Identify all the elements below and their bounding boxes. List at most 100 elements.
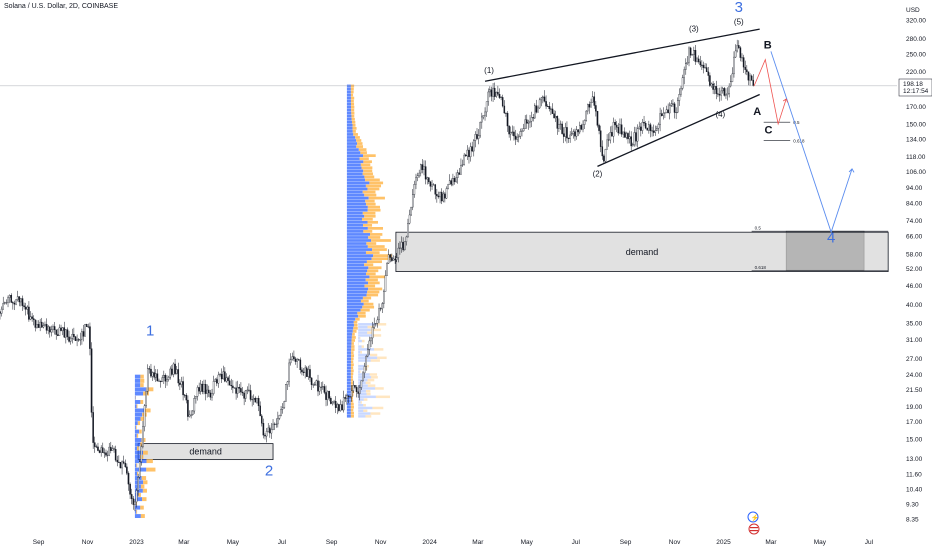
- candle-body: [164, 374, 167, 382]
- candle-body: [715, 86, 718, 94]
- volume-bar-up: [358, 350, 361, 354]
- volume-bar-down: [365, 389, 371, 393]
- candle-body: [651, 130, 653, 132]
- candle-body: [50, 329, 53, 333]
- candle-body: [0, 308, 3, 314]
- volume-bar-up: [346, 387, 351, 391]
- volume-bar-down: [350, 399, 354, 403]
- candle-body: [627, 133, 629, 140]
- candle-body: [262, 423, 265, 436]
- candle-body: [468, 149, 470, 158]
- volume-bar-up: [134, 391, 144, 396]
- candle-body: [617, 127, 620, 134]
- volume-bar-up: [346, 269, 368, 273]
- volume-bar-up: [346, 199, 366, 203]
- candle-body: [713, 86, 716, 90]
- time-tick-label: Nov: [82, 539, 94, 546]
- candle-body: [548, 106, 551, 110]
- candle-body: [440, 191, 443, 202]
- candle-body: [362, 372, 364, 381]
- volume-bar-down: [356, 139, 362, 142]
- volume-bar-up: [358, 331, 368, 334]
- candle-body: [270, 429, 273, 434]
- red-projection-path[interactable]: [753, 58, 787, 126]
- volume-bar-down: [350, 372, 354, 376]
- price-tick-label: 35.00: [906, 320, 923, 327]
- volume-bar-up: [346, 108, 352, 112]
- candle-body: [429, 181, 432, 187]
- candle-body: [352, 385, 355, 391]
- time-tick-label: Nov: [669, 539, 681, 546]
- candle-body: [166, 379, 168, 382]
- volume-bar-up: [346, 111, 352, 115]
- candle-body: [660, 113, 663, 116]
- us-flag-icon[interactable]: [748, 523, 760, 535]
- volume-bar-down: [351, 357, 354, 361]
- wave-label-black: A: [753, 106, 761, 118]
- candle-body: [103, 452, 106, 454]
- candle-body: [479, 121, 481, 137]
- volume-bar-down: [355, 317, 360, 321]
- candle-body: [534, 105, 536, 119]
- demand-zone-label: demand: [189, 447, 222, 457]
- volume-bar-up: [346, 227, 368, 230]
- volume-bar-up: [358, 395, 376, 399]
- volume-bar-down: [367, 227, 384, 230]
- candle-body: [126, 466, 128, 474]
- candle-body: [654, 130, 657, 133]
- volume-bar-down: [350, 90, 354, 94]
- volume-bar-down: [350, 414, 354, 418]
- time-axis[interactable]: Sep Nov 2023 Mar May Jul Sep Nov 2024 Mar May Jul Se…: [33, 539, 874, 546]
- candle-body: [670, 103, 673, 106]
- candle-body: [113, 448, 115, 450]
- volume-bar-down: [367, 208, 381, 212]
- candle-body: [20, 298, 22, 303]
- candle-body: [188, 414, 191, 417]
- candle-body: [428, 177, 430, 183]
- event-icons[interactable]: ⚡: [747, 511, 760, 535]
- volume-bar-down: [136, 509, 138, 514]
- volume-bar-down: [351, 354, 355, 357]
- volume-bar-down: [350, 405, 354, 409]
- price-axis[interactable]: 8.35 9.30 10.40 11.60 13.00 15.00 17.00 19.00 21…: [906, 18, 926, 524]
- volume-bar-down: [140, 505, 144, 510]
- candle-body: [696, 58, 698, 62]
- volume-bar-up: [134, 421, 138, 426]
- candle-body: [383, 291, 385, 304]
- demand-zone[interactable]: [395, 231, 889, 272]
- volume-bar-up: [358, 403, 364, 407]
- candle-body: [554, 116, 557, 119]
- candle-body: [681, 77, 684, 89]
- candle-body: [161, 377, 163, 383]
- volume-bar-up: [346, 139, 357, 142]
- volume-bar-up: [134, 471, 138, 476]
- volume-bar-down: [351, 108, 355, 112]
- volume-bar-up: [346, 281, 368, 285]
- volume-bar-up: [346, 299, 361, 303]
- wave-label-blue: 3: [735, 0, 743, 16]
- candle-body: [219, 374, 221, 376]
- volume-bar-down: [366, 392, 371, 396]
- candle-body: [291, 356, 294, 360]
- candle-body: [633, 132, 636, 145]
- volume-bar-up: [346, 193, 365, 197]
- event-lightning-icon[interactable]: [747, 511, 759, 523]
- volume-bar-down: [368, 266, 382, 270]
- blue-projection-path[interactable]: [770, 51, 853, 234]
- volume-bar-up: [346, 342, 352, 345]
- candle-body: [102, 447, 104, 453]
- candle-body: [442, 193, 445, 202]
- volume-bar-down: [350, 402, 354, 406]
- volume-bar-up: [346, 381, 351, 385]
- volume-bar-down: [357, 311, 366, 315]
- volume-bar-down: [135, 501, 137, 506]
- candle-body: [156, 373, 159, 382]
- candle-body: [42, 325, 45, 328]
- trendline[interactable]: [484, 28, 760, 82]
- volume-bar-up: [346, 339, 352, 342]
- candle-body: [195, 396, 197, 399]
- trendline[interactable]: [597, 93, 760, 167]
- candle-body: [391, 257, 393, 261]
- candle-body: [720, 90, 722, 96]
